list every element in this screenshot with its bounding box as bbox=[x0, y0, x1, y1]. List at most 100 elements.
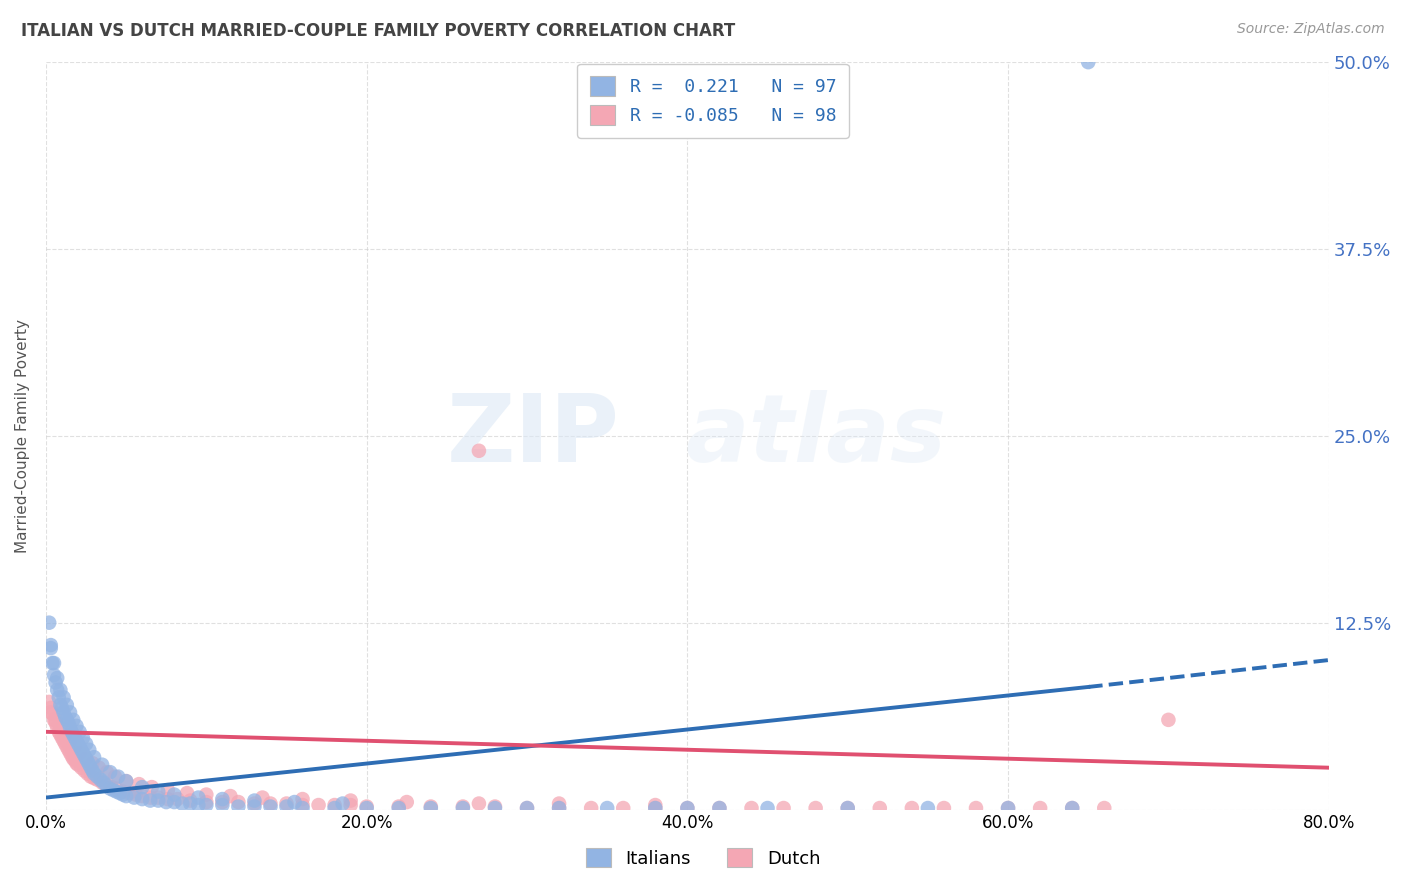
Point bbox=[83, 750, 105, 764]
Point bbox=[59, 720, 82, 734]
Point bbox=[41, 706, 63, 721]
Point bbox=[98, 765, 121, 780]
Point bbox=[356, 799, 378, 814]
Point bbox=[211, 795, 233, 809]
Point bbox=[211, 798, 233, 813]
Y-axis label: Married-Couple Family Poverty: Married-Couple Family Poverty bbox=[15, 318, 30, 553]
Point bbox=[67, 757, 90, 772]
Point bbox=[709, 801, 731, 815]
Point bbox=[837, 801, 859, 815]
Point bbox=[115, 774, 138, 789]
Point bbox=[91, 775, 114, 789]
Point bbox=[105, 784, 128, 798]
Point bbox=[65, 756, 87, 771]
Point bbox=[107, 770, 129, 784]
Point bbox=[131, 780, 153, 794]
Point bbox=[39, 641, 62, 656]
Point bbox=[291, 792, 314, 806]
Point bbox=[1062, 801, 1084, 815]
Point bbox=[82, 764, 104, 778]
Point bbox=[276, 797, 298, 811]
Point bbox=[46, 720, 69, 734]
Point bbox=[76, 766, 98, 780]
Point bbox=[468, 797, 491, 811]
Point bbox=[63, 731, 86, 745]
Point bbox=[111, 784, 134, 798]
Point bbox=[395, 795, 418, 809]
Point bbox=[484, 801, 506, 815]
Point bbox=[195, 788, 218, 802]
Point bbox=[59, 706, 82, 720]
Point bbox=[148, 794, 170, 808]
Point bbox=[148, 784, 170, 798]
Point bbox=[49, 728, 72, 742]
Point bbox=[917, 801, 939, 815]
Point bbox=[451, 801, 474, 815]
Point bbox=[72, 746, 94, 760]
Point bbox=[76, 755, 98, 769]
Point bbox=[100, 780, 122, 794]
Point bbox=[42, 656, 65, 670]
Point bbox=[259, 799, 281, 814]
Point bbox=[932, 801, 955, 815]
Point bbox=[62, 728, 84, 742]
Point bbox=[139, 790, 162, 805]
Point bbox=[49, 698, 72, 712]
Point bbox=[901, 801, 924, 815]
Point bbox=[39, 706, 62, 720]
Point bbox=[46, 682, 69, 697]
Point bbox=[869, 801, 891, 815]
Point bbox=[211, 792, 233, 806]
Point bbox=[141, 780, 163, 794]
Point bbox=[42, 668, 65, 682]
Point bbox=[148, 790, 170, 805]
Point bbox=[75, 752, 97, 766]
Point bbox=[1077, 55, 1099, 70]
Point bbox=[1029, 801, 1052, 815]
Point bbox=[45, 715, 67, 730]
Point bbox=[128, 777, 150, 791]
Point bbox=[58, 743, 80, 757]
Point bbox=[283, 795, 305, 809]
Point bbox=[67, 737, 90, 751]
Point bbox=[179, 797, 201, 811]
Point bbox=[69, 746, 91, 760]
Point bbox=[172, 797, 194, 811]
Point bbox=[228, 799, 250, 814]
Text: ITALIAN VS DUTCH MARRIED-COUPLE FAMILY POVERTY CORRELATION CHART: ITALIAN VS DUTCH MARRIED-COUPLE FAMILY P… bbox=[21, 22, 735, 40]
Point bbox=[612, 801, 634, 815]
Point bbox=[96, 765, 118, 780]
Point bbox=[965, 801, 987, 815]
Point bbox=[104, 770, 127, 784]
Point bbox=[60, 724, 83, 739]
Legend: R =  0.221   N = 97, R = -0.085   N = 98: R = 0.221 N = 97, R = -0.085 N = 98 bbox=[578, 63, 849, 137]
Point bbox=[48, 724, 70, 739]
Point bbox=[63, 739, 86, 754]
Point bbox=[195, 795, 218, 809]
Point bbox=[676, 801, 699, 815]
Point bbox=[756, 801, 779, 815]
Point bbox=[77, 757, 100, 772]
Point bbox=[339, 794, 361, 808]
Point bbox=[548, 801, 571, 815]
Point bbox=[166, 792, 188, 806]
Point bbox=[72, 731, 94, 745]
Point bbox=[997, 801, 1019, 815]
Point bbox=[131, 792, 153, 806]
Point bbox=[70, 743, 93, 757]
Point bbox=[53, 710, 76, 724]
Text: atlas: atlas bbox=[685, 390, 946, 482]
Point bbox=[125, 788, 148, 802]
Point bbox=[86, 772, 108, 787]
Point bbox=[93, 775, 115, 789]
Point bbox=[98, 781, 121, 796]
Point bbox=[548, 797, 571, 811]
Point bbox=[644, 801, 666, 815]
Point bbox=[45, 675, 67, 690]
Point bbox=[644, 801, 666, 815]
Point bbox=[91, 757, 114, 772]
Point bbox=[115, 789, 138, 803]
Point bbox=[252, 790, 274, 805]
Legend: Italians, Dutch: Italians, Dutch bbox=[575, 837, 831, 879]
Point bbox=[69, 739, 91, 754]
